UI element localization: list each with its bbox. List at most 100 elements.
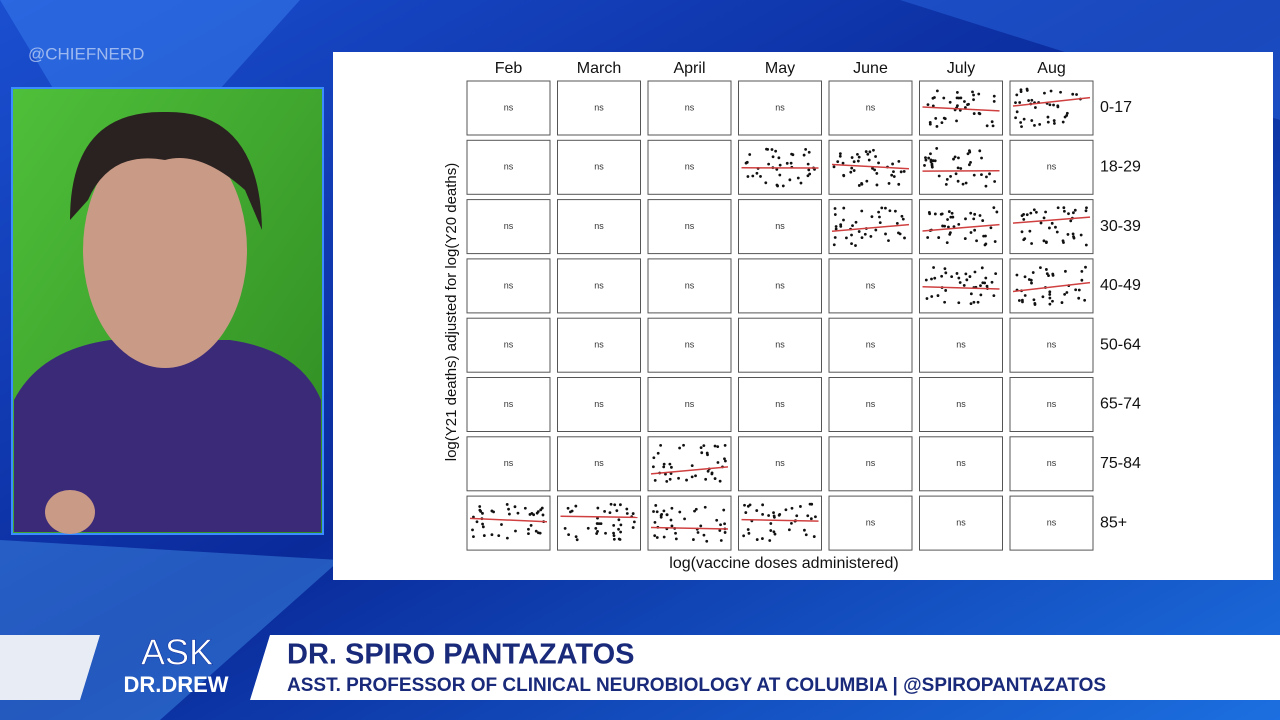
scatter-dot <box>940 212 944 216</box>
scatter-dot <box>948 100 952 104</box>
scatter-dot <box>1044 210 1047 214</box>
scatter-dot <box>990 280 994 284</box>
scatter-dot <box>884 206 887 210</box>
scatter-dot <box>507 512 511 516</box>
scatter-dot <box>991 124 995 128</box>
scatter-dot <box>963 237 967 240</box>
scatter-dot <box>850 156 854 159</box>
panel <box>647 317 732 373</box>
scatter-dot <box>923 164 926 167</box>
scatter-dot <box>1052 119 1056 122</box>
scatter-dot <box>978 149 982 153</box>
scatter-dot <box>1039 221 1043 225</box>
scatter-dot <box>778 163 782 167</box>
scatter-dot <box>1025 213 1029 217</box>
scatter-dot <box>806 514 810 518</box>
scatter-dot <box>1048 103 1052 107</box>
scatter-dot <box>941 224 945 228</box>
scatter-dot <box>930 164 934 167</box>
scatter-dot <box>599 522 603 526</box>
scatter-dot <box>609 502 613 506</box>
fit-line <box>922 106 1000 112</box>
scatter-dot <box>806 174 810 178</box>
scatter-dot <box>928 122 932 126</box>
scatter-dot <box>678 510 682 514</box>
scatter-dot <box>1054 225 1057 229</box>
scatter-dot <box>619 530 622 534</box>
scatter-dot <box>472 515 475 519</box>
scatter-dot <box>788 178 792 182</box>
scatter-dot <box>799 505 802 508</box>
scatter-dot <box>973 212 977 216</box>
scatter-dot <box>1022 213 1025 216</box>
scatter-dot <box>1045 272 1049 276</box>
scatter-dot <box>1056 105 1060 109</box>
scatter-dot <box>514 529 517 533</box>
scatter <box>1012 206 1091 247</box>
scatter-dot <box>869 235 873 238</box>
scatter-dot <box>967 102 970 106</box>
scatter-dot <box>933 276 937 280</box>
scatter-dot <box>838 154 842 158</box>
scatter-dot <box>957 156 960 160</box>
scatter-dot <box>927 156 931 160</box>
panel <box>828 495 913 551</box>
scatter-dot <box>656 451 660 455</box>
scatter-dot <box>481 525 485 529</box>
scatter-dot <box>1043 91 1046 95</box>
scatter-dot <box>742 534 746 538</box>
scatter-dot <box>612 537 616 541</box>
scatter-dot <box>1059 90 1062 94</box>
scatter-dot <box>767 162 771 166</box>
scatter-dot <box>1022 218 1026 221</box>
scatter-dot <box>1051 299 1054 303</box>
fit-line <box>831 223 910 232</box>
column-label: July <box>947 60 975 77</box>
scatter-dot <box>851 224 854 228</box>
scatter-dot <box>892 175 896 178</box>
scatter-dot <box>1025 87 1029 91</box>
scatter-dot <box>500 523 503 526</box>
scatter-dot <box>766 147 770 151</box>
scatter-dot <box>937 236 941 239</box>
scatter-dot <box>1065 291 1069 294</box>
scatter-dot <box>873 168 877 172</box>
scatter-dot <box>959 96 963 100</box>
scatter-dot <box>841 161 845 165</box>
scatter-dot <box>574 535 578 539</box>
scatter-dot <box>1050 221 1054 225</box>
panel <box>557 139 641 195</box>
panel <box>557 258 641 314</box>
scatter <box>831 206 910 247</box>
scatter-dot <box>718 529 722 532</box>
scatter-dot <box>866 152 870 156</box>
scatter-dot <box>867 158 871 162</box>
scatter-dot <box>704 477 708 481</box>
panel <box>919 377 1003 432</box>
scatter-dot <box>744 511 748 514</box>
scatter-dot <box>617 537 621 541</box>
scatter-dot <box>964 217 967 221</box>
scatter-dot <box>990 120 994 124</box>
scatter-dot <box>692 538 695 541</box>
panel-text: ns <box>956 399 966 409</box>
panel-text: ns <box>504 458 514 468</box>
scatter-dot <box>1069 219 1073 223</box>
panel-text: ns <box>956 458 966 468</box>
scatter-dot <box>956 166 960 170</box>
scatter-dot <box>975 239 978 243</box>
panel-text: ns <box>866 102 876 112</box>
scatter-dot <box>877 161 880 165</box>
scatter-dot <box>956 179 960 183</box>
scatter-dot <box>988 172 991 176</box>
scatter-dot <box>1031 271 1035 274</box>
scatter-dot <box>957 222 961 226</box>
scatter <box>741 502 819 542</box>
scatter-dot <box>505 503 509 506</box>
scatter-dot <box>1048 302 1052 306</box>
scatter-dot <box>1062 209 1066 213</box>
row-label: 85+ <box>1100 514 1127 531</box>
scatter-dot <box>980 173 983 177</box>
scatter-dot <box>670 465 673 469</box>
scatter-dot <box>662 509 666 513</box>
